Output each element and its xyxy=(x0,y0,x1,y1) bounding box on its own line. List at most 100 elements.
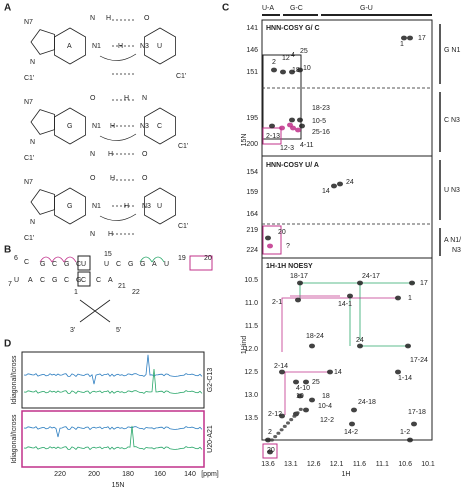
nucleotide: G xyxy=(40,261,45,268)
nucleotide: C xyxy=(40,277,45,284)
peak xyxy=(309,397,315,403)
nucleotide: U xyxy=(81,261,86,268)
residue-number: 19 xyxy=(178,255,186,262)
peak xyxy=(289,117,295,123)
atom-label: O xyxy=(142,151,148,158)
axis-label: 1H xyxy=(342,471,351,478)
x-tick-label: 12.6 xyxy=(307,461,321,468)
trace-box xyxy=(21,351,205,409)
peak xyxy=(292,414,297,418)
y-tick-label: 151 xyxy=(246,69,258,76)
side-label: A N1/ xyxy=(444,237,461,244)
atom-label: H xyxy=(124,203,129,210)
peak-label: 10-4 xyxy=(318,403,332,410)
trace xyxy=(23,368,203,395)
trace-label: U20-A21 xyxy=(207,425,214,453)
x-tick-label: 11.6 xyxy=(353,461,366,468)
peak xyxy=(279,125,285,131)
nucleotide: G xyxy=(76,277,81,284)
atom-label: N xyxy=(142,95,147,102)
peak-label: 2 xyxy=(268,429,272,436)
base-name: G xyxy=(67,123,72,130)
peak-label: 12 xyxy=(282,55,290,62)
atom-label: N1 xyxy=(92,203,101,210)
atom-label: N xyxy=(90,151,95,158)
ring xyxy=(54,107,86,145)
seq-arrows xyxy=(139,256,165,263)
atom-label: N3 xyxy=(140,123,149,130)
peak xyxy=(297,280,303,286)
peak xyxy=(289,418,294,422)
atom-label: N7 xyxy=(24,19,33,26)
panel-label: A xyxy=(4,3,11,14)
trace xyxy=(23,426,203,438)
x-tick-label: 200 xyxy=(88,471,100,478)
nucleotide: A xyxy=(108,277,113,284)
nucleotide: C xyxy=(81,277,86,284)
peak xyxy=(297,117,303,123)
peak xyxy=(327,369,333,375)
atom-label: O xyxy=(90,95,96,102)
peak xyxy=(269,123,275,129)
peak-label: ? xyxy=(286,243,290,250)
peak xyxy=(331,183,337,189)
peak-label: 18 xyxy=(292,67,300,74)
peak-label: 14 xyxy=(334,369,342,376)
nucleotide: U xyxy=(104,261,109,268)
peak xyxy=(395,295,401,301)
nucleotide: C xyxy=(76,261,81,268)
atom-label: N xyxy=(30,219,35,226)
box xyxy=(262,54,302,140)
peak xyxy=(303,379,309,385)
peak xyxy=(273,435,278,439)
y-tick-label: 219 xyxy=(246,227,258,234)
y-tick-label: 154 xyxy=(246,169,258,176)
nucleotide: U xyxy=(164,261,169,268)
peak xyxy=(295,297,301,303)
peak-label: 2-13 xyxy=(266,133,280,140)
peak-label: 18 xyxy=(322,393,330,400)
peak xyxy=(271,67,277,73)
y-tick-label: 200 xyxy=(246,141,258,148)
peak xyxy=(349,421,355,427)
atom-label: H xyxy=(124,95,129,102)
trace xyxy=(23,354,203,385)
ring xyxy=(144,27,176,65)
atom-label: O xyxy=(90,175,96,182)
arrow xyxy=(99,213,137,221)
ring xyxy=(30,189,55,215)
nucleotide: G xyxy=(64,261,69,268)
peak xyxy=(289,69,295,75)
peak-label: 1 xyxy=(408,295,412,302)
peak-label: 2-14 xyxy=(274,363,288,370)
section-title: HNN-COSY G/ C xyxy=(266,25,320,32)
header: G-C xyxy=(290,5,303,12)
peak xyxy=(297,67,303,73)
peak-label: 4 xyxy=(291,52,295,59)
highlight-box xyxy=(262,225,282,255)
peak-label: 24-17 xyxy=(362,273,380,280)
atom-label: H xyxy=(108,231,113,238)
peak-label: 14 xyxy=(322,188,330,195)
nucleotide: A xyxy=(28,277,33,284)
peak xyxy=(405,343,411,349)
header: G-U xyxy=(360,5,373,12)
peak-label: 18-17 xyxy=(290,273,308,280)
peak xyxy=(357,280,363,286)
y-tick-label: 141 xyxy=(246,25,258,32)
atom-label: N3 xyxy=(140,43,149,50)
peak xyxy=(411,421,417,427)
nucleotide: A xyxy=(152,261,157,268)
header: U-A xyxy=(262,5,274,12)
trace-label: G2-C13 xyxy=(207,368,214,393)
peak xyxy=(295,127,301,133)
peak-label: 2-1 xyxy=(272,299,282,306)
atom-label: C1' xyxy=(24,235,34,242)
nucleotide: C xyxy=(96,277,101,284)
side-label: U N3 xyxy=(444,187,460,194)
nucleotide: C xyxy=(24,259,29,266)
peak-label: 24 xyxy=(346,179,354,186)
nucleotide: C xyxy=(52,261,57,268)
nucleotide: C xyxy=(64,277,69,284)
residue-number: 6 xyxy=(14,255,18,262)
